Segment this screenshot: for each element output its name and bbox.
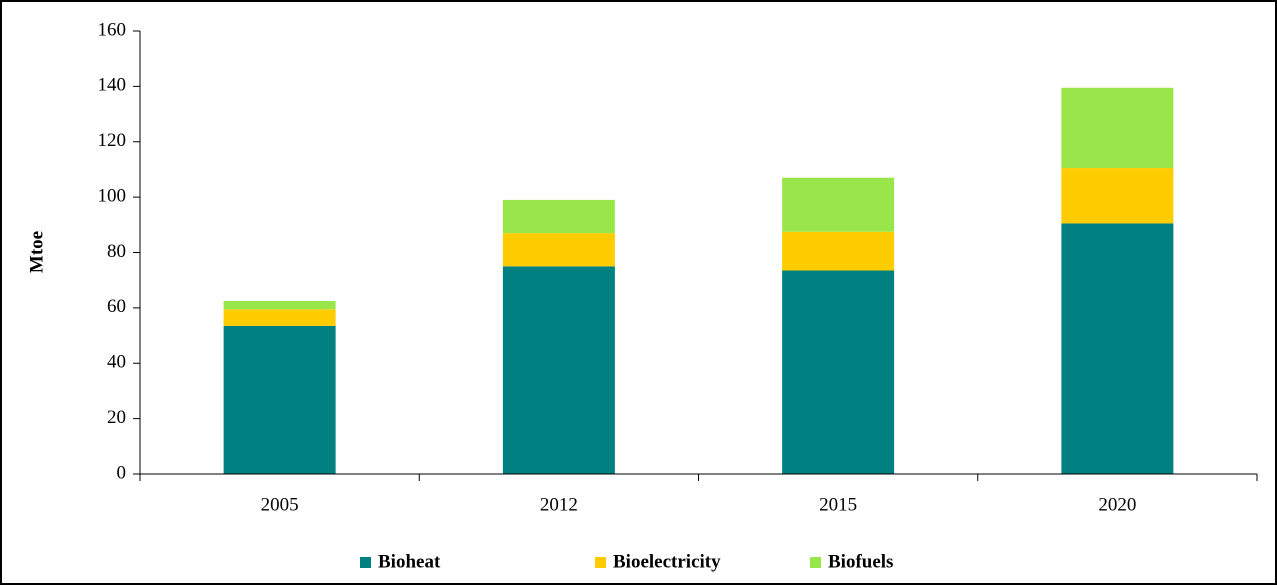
bar-segment xyxy=(223,325,336,474)
legend-swatch xyxy=(810,557,821,568)
bar-segment xyxy=(1061,223,1174,474)
bar-segment xyxy=(782,231,895,271)
x-tick-label: 2020 xyxy=(1098,494,1136,515)
legend-label: Bioheat xyxy=(378,551,441,572)
y-tick-label: 60 xyxy=(107,296,126,317)
y-axis-label: Mtoe xyxy=(26,231,47,273)
bar-segment xyxy=(502,266,615,474)
y-tick-label: 140 xyxy=(98,75,127,96)
bar-segment xyxy=(223,300,336,310)
y-tick-label: 120 xyxy=(98,130,127,151)
bar-segment xyxy=(502,233,615,267)
y-tick-label: 80 xyxy=(107,241,126,262)
legend-swatch xyxy=(360,557,371,568)
x-tick-label: 2005 xyxy=(261,494,299,515)
bar-segment xyxy=(1061,87,1174,169)
y-tick-label: 20 xyxy=(107,407,126,428)
bar-segment xyxy=(1061,168,1174,224)
y-tick-label: 40 xyxy=(107,352,126,373)
legend-label: Biofuels xyxy=(828,551,893,572)
legend: Bioheat Bioelectricity Biofuels xyxy=(360,551,893,572)
y-tick-label: 100 xyxy=(98,185,127,206)
y-tick-label: 0 xyxy=(117,462,127,483)
x-tick-label: 2015 xyxy=(819,494,857,515)
bar-segment xyxy=(782,177,895,232)
bar-segment xyxy=(502,199,615,234)
x-tick-label: 2012 xyxy=(540,494,578,515)
bar-segment xyxy=(223,309,336,326)
y-tick-label: 160 xyxy=(98,19,127,40)
bar-segment xyxy=(782,270,895,474)
legend-label: Bioelectricity xyxy=(613,551,721,572)
legend-swatch xyxy=(595,557,606,568)
